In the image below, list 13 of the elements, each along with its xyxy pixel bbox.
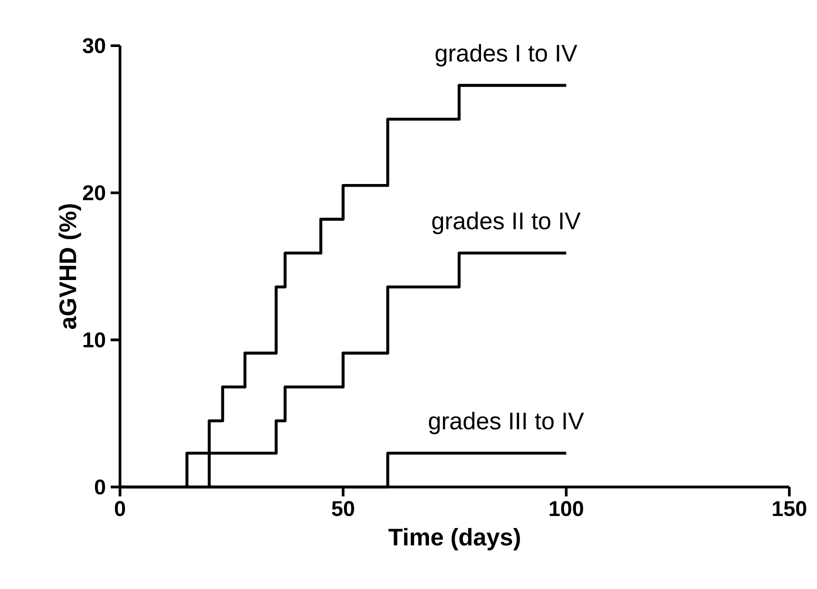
x-tick-label: 50 <box>332 501 354 516</box>
series-label: grades III to IV <box>428 412 584 434</box>
series-label: grades II to IV <box>432 212 581 234</box>
series-label: grades I to IV <box>436 44 578 66</box>
x-tick-label: 100 <box>550 501 584 516</box>
y-tick-label: 20 <box>82 185 106 200</box>
y-tick-label: 10 <box>84 332 106 348</box>
y-axis-title: aGVHD (%) <box>58 204 82 329</box>
y-tick-label: 30 <box>82 38 106 54</box>
y-tick-label: 0 <box>94 479 106 495</box>
x-axis-title: Time (days) <box>388 528 520 550</box>
x-tick-label: 150 <box>772 501 806 516</box>
x-tick-label: 0 <box>114 501 126 516</box>
